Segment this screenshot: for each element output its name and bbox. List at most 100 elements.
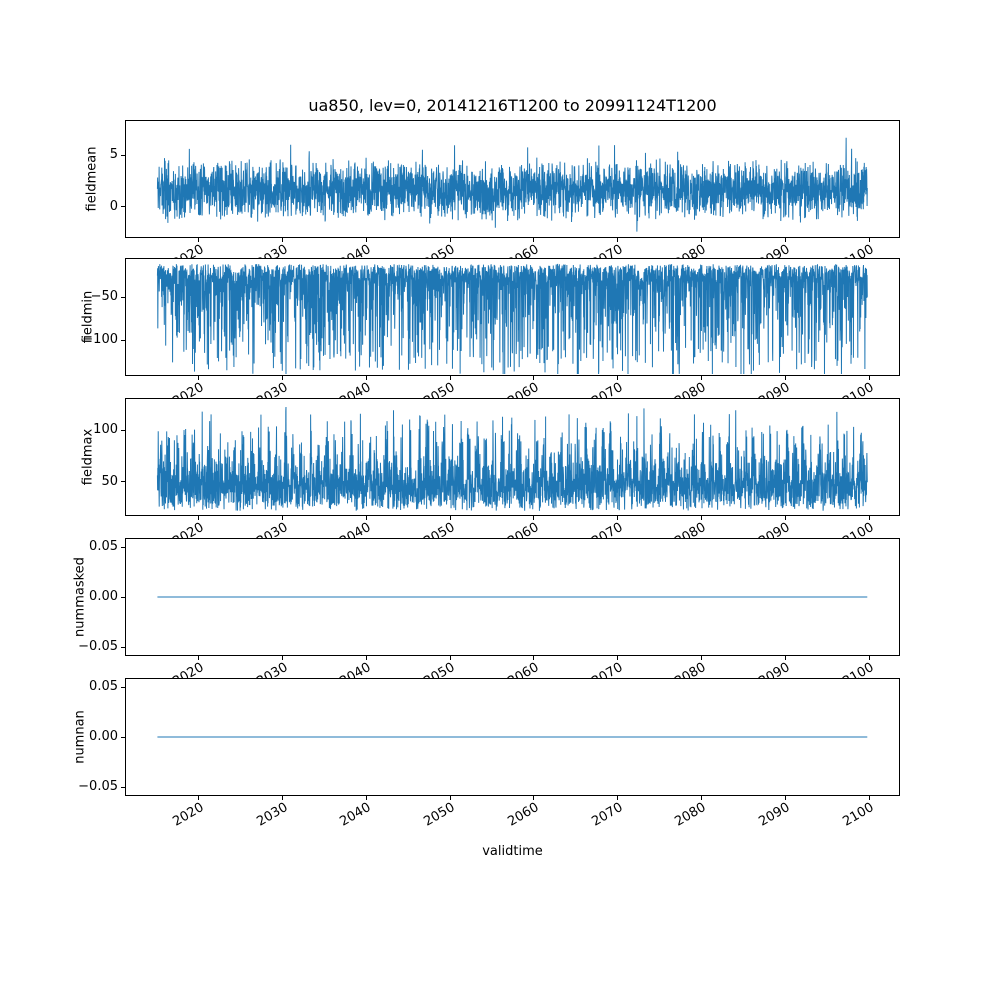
x-tick-label: 2050: [421, 800, 458, 830]
y-tick-label: 5: [109, 147, 118, 163]
y-axis-label-nummasked: nummasked: [72, 557, 88, 637]
x-tick-mark: [784, 238, 786, 242]
x-tick-mark: [533, 656, 535, 660]
y-tick-label: 0.00: [89, 729, 118, 744]
x-tick-label: 2060: [505, 660, 542, 690]
y-tick-mark: [121, 206, 125, 208]
x-tick-mark: [198, 796, 200, 800]
y-tick-label: 0.00: [89, 589, 118, 604]
x-tick-label: 2020: [170, 660, 207, 690]
x-tick-mark: [617, 376, 619, 380]
x-tick-mark: [784, 376, 786, 380]
y-tick-label: −0.05: [78, 639, 118, 654]
x-tick-label: 2040: [337, 520, 374, 550]
x-tick-mark: [282, 516, 283, 520]
x-tick-label: 2030: [253, 800, 290, 830]
x-tick-mark: [449, 516, 451, 520]
x-tick-mark: [700, 796, 702, 800]
plot-area-nummasked: [157, 596, 868, 598]
x-tick-mark: [198, 376, 200, 380]
x-tick-mark: [198, 516, 200, 520]
series-line-fieldmax: [156, 406, 868, 511]
y-axis-label-fieldmean: fieldmean: [84, 146, 100, 212]
x-tick-mark: [784, 796, 786, 800]
y-tick-mark: [121, 686, 125, 688]
x-tick-mark: [617, 516, 619, 520]
x-tick-mark: [617, 796, 619, 800]
axes-fieldmax: [125, 398, 900, 516]
x-tick-mark: [868, 516, 870, 520]
y-axis-label-fieldmin: fieldmin: [80, 290, 96, 344]
x-tick-label: 2070: [588, 380, 626, 410]
x-tick-label: 2100: [840, 242, 877, 272]
figure-title: ua850, lev=0, 20141216T1200 to 20991124T…: [308, 96, 717, 115]
x-tick-mark: [449, 796, 451, 800]
x-tick-label: 2080: [672, 242, 709, 272]
x-tick-mark: [533, 516, 535, 520]
x-tick-label: 2050: [421, 660, 458, 690]
y-axis-label-fieldmax: fieldmax: [80, 428, 96, 486]
y-tick-label: 0.05: [89, 679, 118, 694]
x-tick-label: 2060: [505, 520, 542, 550]
series-line-fieldmin: [156, 263, 868, 375]
x-tick-mark: [784, 516, 786, 520]
x-tick-mark: [617, 656, 619, 660]
axes-numnan: [125, 678, 900, 796]
x-tick-label: 2050: [421, 520, 458, 550]
y-tick-label: 0.05: [89, 539, 118, 554]
x-tick-label: 2020: [170, 242, 207, 272]
plot-area-fieldmax: [156, 406, 868, 511]
x-tick-mark: [282, 656, 283, 660]
x-tick-mark: [365, 238, 367, 242]
plot-area-numnan: [157, 736, 868, 738]
x-tick-label: 2040: [337, 800, 374, 830]
x-tick-mark: [533, 376, 535, 380]
y-tick-mark: [121, 596, 125, 598]
x-tick-mark: [449, 376, 451, 380]
x-tick-label: 2080: [672, 660, 709, 690]
y-tick-mark: [121, 786, 125, 788]
x-tick-label: 2070: [588, 800, 626, 830]
y-tick-mark: [121, 339, 125, 341]
x-tick-mark: [868, 376, 870, 380]
x-tick-mark: [533, 238, 535, 242]
x-tick-label: 2060: [505, 242, 542, 272]
x-tick-mark: [365, 796, 367, 800]
x-tick-label: 2100: [840, 520, 877, 550]
y-tick-label: −50: [90, 289, 118, 305]
y-tick-mark: [121, 646, 125, 648]
y-tick-label: 100: [93, 422, 118, 438]
x-tick-label: 2100: [840, 660, 877, 690]
x-tick-mark: [365, 656, 367, 660]
x-tick-label: 2030: [253, 660, 290, 690]
x-tick-label: 2060: [505, 380, 542, 410]
x-tick-label: 2100: [840, 800, 877, 830]
x-tick-mark: [617, 238, 619, 242]
x-tick-label: 2070: [588, 520, 626, 550]
y-tick-mark: [121, 154, 125, 156]
x-tick-label: 2070: [588, 660, 626, 690]
y-tick-mark: [121, 481, 125, 483]
series-line-fieldmean: [156, 137, 868, 232]
x-tick-label: 2090: [756, 242, 793, 272]
x-tick-label: 2050: [421, 242, 458, 272]
x-tick-label: 2100: [840, 380, 877, 410]
x-tick-mark: [365, 516, 367, 520]
x-tick-mark: [868, 656, 870, 660]
x-tick-label: 2020: [170, 520, 207, 550]
x-tick-mark: [533, 796, 535, 800]
x-tick-label: 2060: [505, 800, 542, 830]
x-tick-mark: [700, 656, 702, 660]
plot-area-fieldmin: [156, 263, 868, 375]
x-tick-label: 2030: [253, 520, 290, 550]
x-tick-label: 2090: [756, 800, 793, 830]
x-tick-mark: [700, 376, 702, 380]
x-tick-mark: [282, 796, 283, 800]
y-tick-label: 0: [109, 198, 118, 214]
x-tick-label: 2070: [588, 242, 626, 272]
x-tick-label: 2090: [756, 520, 793, 550]
x-tick-label: 2090: [756, 660, 793, 690]
x-tick-mark: [282, 238, 283, 242]
y-tick-label: −0.05: [78, 779, 118, 794]
